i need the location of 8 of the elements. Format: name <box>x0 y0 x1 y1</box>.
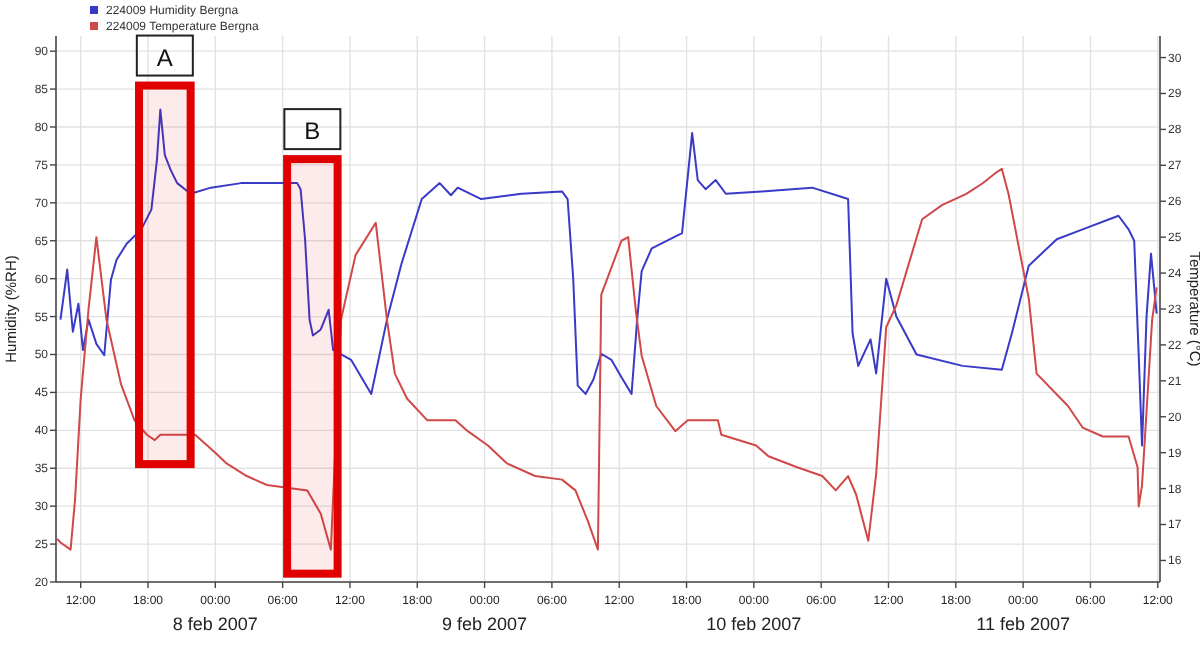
text: 11 feb 2007 <box>976 614 1071 634</box>
text: 9 feb 2007 <box>442 614 528 634</box>
line-series <box>59 108 1158 447</box>
band-label: A <box>156 43 173 72</box>
band-label: B <box>304 117 321 146</box>
text: 10 feb 2007 <box>706 614 802 634</box>
text: 8 feb 2007 <box>172 614 258 634</box>
line-series <box>56 167 1158 551</box>
